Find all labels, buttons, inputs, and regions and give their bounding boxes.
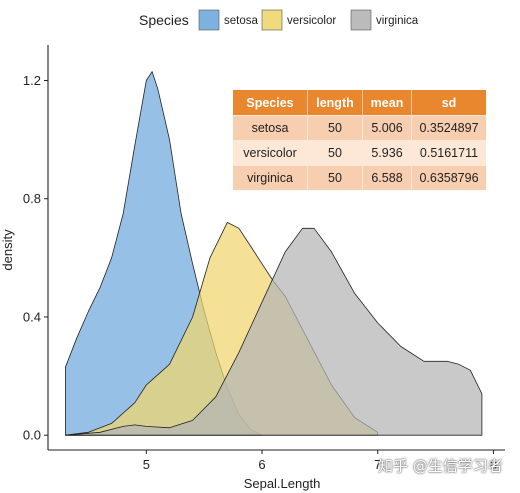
legend-label-versicolor: versicolor [287,15,336,27]
table-cell: 5.006 [362,115,412,141]
table-cell: 50 [307,140,363,166]
legend-key-virginica [350,9,372,31]
density-area-virginica [65,227,483,436]
table-row: setosa 50 5.006 0.3524897 [233,115,486,141]
table-row: virginica 50 6.588 0.6358796 [233,165,486,190]
table-cell: 0.5161711 [411,140,486,166]
y-tick-label: 0.4 [23,309,41,324]
table-cell: 0.3524897 [411,115,486,141]
x-tick-label: 6 [258,457,265,472]
table-cell: 50 [307,165,363,190]
legend-label-virginica: virginica [376,15,419,27]
table-row: versicolor 50 5.936 0.5161711 [233,140,486,166]
legend-title: Species [139,12,189,28]
table-header-species: Species [233,90,308,116]
table-cell: 5.936 [362,140,412,166]
watermark: 知乎 @生信学习者 [378,457,503,475]
x-tick-label: 8 [490,457,497,472]
axes: 0.0 0.4 0.8 1.2 5 6 7 8 [23,45,505,472]
table-cell: 0.6358796 [411,165,486,190]
table-header-mean: mean [362,90,412,116]
legend-key-setosa [198,9,220,31]
legend-label-setosa: setosa [224,15,258,27]
x-tick-label: 5 [143,457,150,472]
table-cell: versicolor [233,140,308,166]
legend: Species setosa versicolor virginica [139,9,419,31]
table-header-sd: sd [411,90,486,116]
density-series [65,71,483,436]
y-tick-label: 1.2 [23,73,41,88]
table-header-length: length [307,90,363,116]
table-cell: virginica [233,165,308,190]
table-cell: setosa [233,115,308,141]
x-axis-label: Sepal.Length [244,476,321,491]
table-cell: 50 [307,115,363,141]
y-axis-label: density [0,229,15,271]
table-cell: 6.588 [362,165,412,190]
summary-table-header: Species length mean sd [233,90,486,116]
x-tick-label: 7 [374,457,381,472]
y-tick-label: 0.0 [23,428,41,443]
y-tick-label: 0.8 [23,191,41,206]
summary-table: Species length mean sd setosa 50 5.006 0… [233,90,486,190]
legend-key-versicolor [261,9,283,31]
